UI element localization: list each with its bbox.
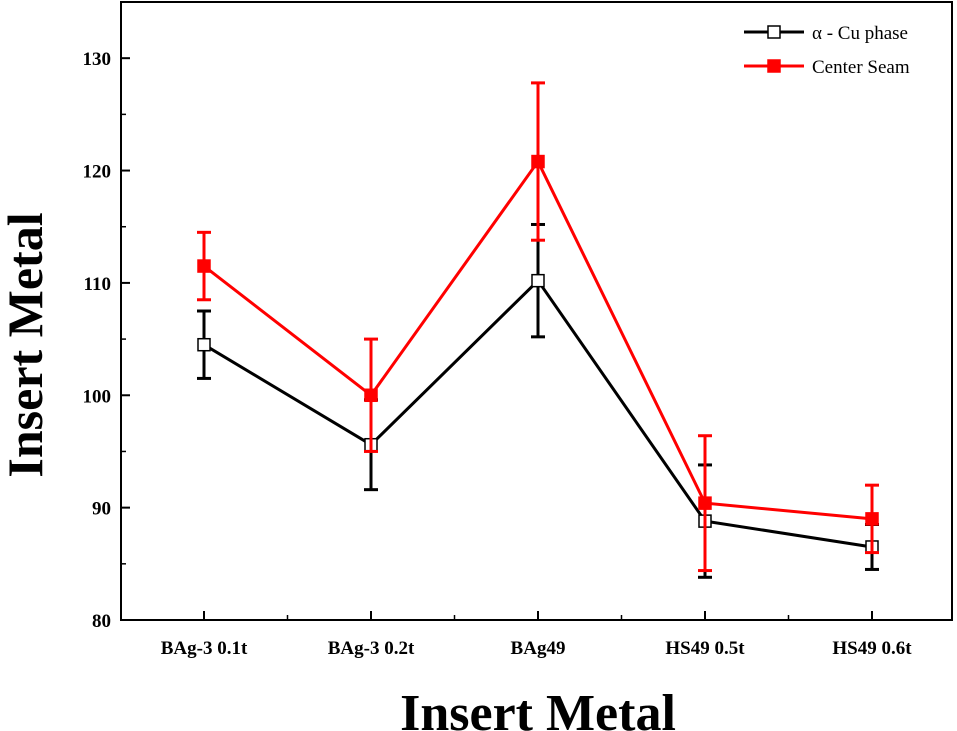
y-tick-label: 80 — [92, 611, 111, 632]
data-point — [197, 259, 211, 273]
data-point — [531, 154, 545, 169]
series-2 — [197, 81, 879, 573]
y-tick-label: 100 — [83, 386, 112, 407]
y-axis: 80 90 100 110 120 130 — [83, 49, 130, 632]
x-tick-label: BAg-3 0.2t — [328, 638, 415, 659]
legend-label: Center Seam — [812, 57, 910, 78]
data-point — [531, 273, 545, 288]
legend-marker — [767, 59, 781, 73]
x-axis: BAg-3 0.1t BAg-3 0.2t BAg49 HS49 0.5t HS49 0… — [161, 611, 912, 659]
legend: α - Cu phase Center Seam — [744, 23, 910, 78]
plot-border — [120, 1, 953, 621]
plot-frame — [120, 1, 953, 621]
series-layer — [197, 81, 879, 579]
x-tick-label: BAg49 — [511, 638, 566, 659]
y-tick-label: 110 — [84, 274, 111, 295]
x-tick-label: BAg-3 0.1t — [161, 638, 248, 659]
legend-label: α - Cu phase — [812, 23, 908, 44]
y-tick-label: 130 — [83, 49, 112, 70]
y-axis-title: Insert Metal — [0, 212, 53, 477]
series-1 — [197, 222, 879, 579]
y-tick-label: 90 — [92, 499, 111, 520]
data-point — [197, 337, 211, 352]
data-point — [364, 388, 378, 403]
legend-marker — [767, 25, 781, 39]
x-axis-title: Insert Metal — [400, 685, 676, 731]
x-tick-label: HS49 0.5t — [665, 638, 745, 659]
data-point — [865, 512, 879, 526]
x-tick-label: HS49 0.6t — [832, 638, 912, 659]
y-tick-label: 120 — [83, 162, 112, 183]
data-point — [698, 496, 712, 510]
